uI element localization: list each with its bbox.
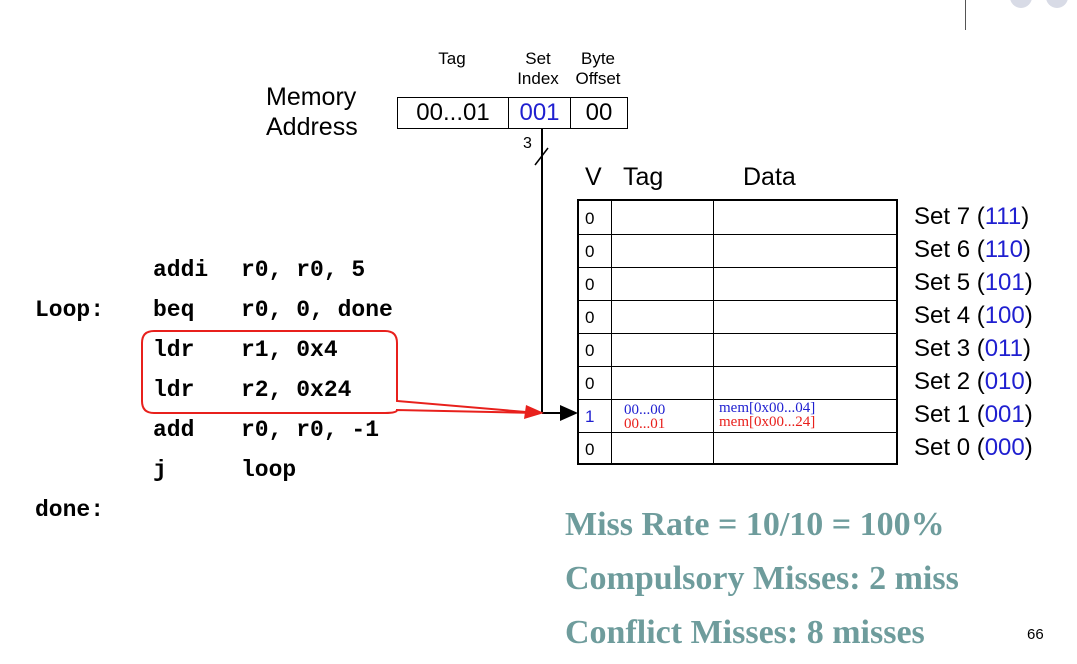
- slide-decor-circle-2: [1046, 0, 1068, 8]
- set1-data-entry: mem[0x00...04] mem[0x00...24]: [719, 400, 816, 430]
- address-byte-offset-value: 00: [585, 99, 613, 126]
- set-label-6: Set 6 (110): [914, 236, 1031, 263]
- valid-bit: 0: [585, 275, 595, 294]
- code-line-done: done:: [35, 497, 105, 523]
- data-column-header: Data: [743, 163, 796, 191]
- code-line-ldr-r2: ldr r2, 0x24: [153, 377, 352, 403]
- cache-row-set-6: 0: [579, 234, 896, 268]
- cache-row-set-7: 0: [579, 201, 896, 235]
- valid-bit: 0: [585, 242, 595, 261]
- address-tag-value: 00...01: [398, 98, 509, 128]
- ldr-callout: [141, 330, 539, 414]
- page-number: 66: [1027, 626, 1044, 643]
- code-line-addi: addi r0, r0, 5: [153, 257, 366, 283]
- cache-table: 0 0 0 0 0 0 1 00...00 00...01 mem[0x00..…: [577, 199, 898, 465]
- code-line-j: j loop: [153, 457, 297, 483]
- valid-bit: 1: [585, 407, 595, 426]
- code-line-beq: Loop: beq r0, 0, done: [35, 297, 393, 323]
- memory-address-label: Memory Address: [266, 83, 358, 141]
- valid-bit: 0: [585, 308, 595, 327]
- code-line-ldr-r1: ldr r1, 0x4: [153, 337, 338, 363]
- memory-address-box: 00...01 001 00: [397, 97, 628, 129]
- set-label-7: Set 7 (111): [914, 203, 1030, 230]
- set-label-1: Set 1 (001): [914, 401, 1033, 428]
- set-label-3: Set 3 (011): [914, 335, 1031, 362]
- index-bits-slash: [534, 147, 549, 166]
- byte-offset-field-header: Byte Offset: [575, 49, 621, 88]
- cache-row-set-0: 0: [579, 432, 896, 465]
- tag-column-header: Tag: [623, 163, 664, 191]
- set-index-field-header: Set Index: [517, 49, 559, 88]
- set1-tag-new: 00...01: [624, 416, 666, 432]
- slide-edge-line: [965, 0, 966, 30]
- valid-bit: 0: [585, 374, 595, 393]
- index-arrowhead: [560, 405, 578, 421]
- set-label-2: Set 2 (010): [914, 368, 1033, 395]
- valid-bit: 0: [585, 341, 595, 360]
- set-labels: Set 7 (111) Set 6 (110) Set 5 (101) Set …: [914, 203, 1033, 462]
- set-label-0: Set 0 (000): [914, 434, 1033, 461]
- tag-field-header: Tag: [438, 49, 466, 68]
- valid-bit: 0: [585, 209, 595, 228]
- miss-rate-stat: Miss Rate = 10/10 = 100%: [565, 506, 945, 543]
- compulsory-misses-stat: Compulsory Misses: 2 miss: [565, 560, 959, 597]
- valid-column-header: V: [585, 163, 602, 191]
- set1-data-new: mem[0x00...24]: [719, 414, 816, 430]
- code-line-add: add r0, r0, -1: [153, 417, 380, 443]
- cache-row-set-3: 0: [579, 333, 896, 367]
- cache-row-set-5: 0: [579, 267, 896, 301]
- index-bits-label: 3: [523, 135, 532, 152]
- callout-arrowhead: [524, 405, 544, 419]
- set1-tag-entry: 00...00 00...01: [624, 402, 666, 432]
- slide-decor-circles: [1010, 0, 1032, 8]
- tag-column-divider: [713, 201, 714, 463]
- assembly-code: addi r0, r0, 5 Loop: beq r0, 0, done ldr r1,…: [35, 255, 393, 535]
- cache-row-set-4: 0: [579, 300, 896, 334]
- conflict-misses-stat: Conflict Misses: 8 misses: [565, 614, 925, 651]
- valid-column-divider: [611, 201, 612, 463]
- cache-row-set-2: 0: [579, 366, 896, 400]
- set-label-4: Set 4 (100): [914, 302, 1033, 329]
- address-set-index-value: 001: [509, 98, 571, 128]
- set-label-5: Set 5 (101): [914, 269, 1033, 296]
- set1-tag-old: 00...00: [624, 402, 666, 418]
- cache-row-set-1: 1 00...00 00...01 mem[0x00...04] mem[0x0…: [579, 399, 896, 433]
- set1-data-old: mem[0x00...04]: [719, 400, 816, 416]
- valid-bit: 0: [585, 440, 595, 459]
